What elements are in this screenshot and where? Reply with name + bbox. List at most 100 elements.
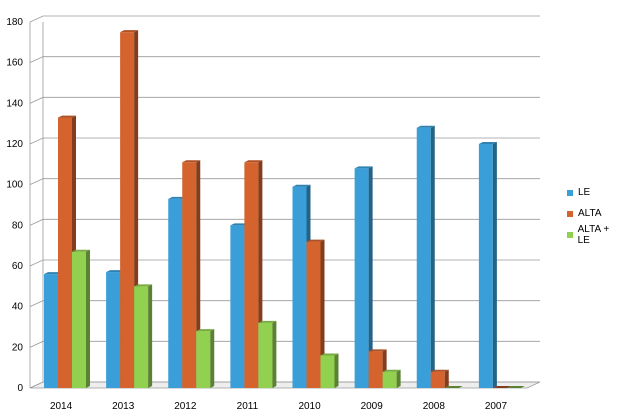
x-tick-label: 2010: [298, 401, 321, 412]
bar-front: [182, 162, 197, 388]
bar-top: [306, 239, 325, 242]
bar-side: [272, 320, 277, 388]
legend-swatch-alta: [567, 210, 573, 217]
legend-swatch-alta-le: [567, 231, 573, 238]
legend-item-alta-le: ALTA + LE: [567, 223, 621, 246]
bar-front: [106, 272, 121, 388]
bar-front: [168, 198, 183, 388]
y-tick-label: 80: [12, 220, 24, 231]
bar-top: [134, 284, 153, 287]
bar: [306, 239, 325, 388]
bar: [354, 166, 373, 388]
bar-top: [72, 249, 90, 252]
bar-top: [416, 125, 435, 128]
bar-side: [334, 353, 339, 388]
x-tick-label: 2012: [174, 401, 197, 412]
bar-top: [244, 160, 263, 163]
bar-side: [210, 329, 215, 388]
bar-front: [354, 168, 369, 388]
x-tick-label: 2014: [50, 401, 73, 412]
bar-top: [478, 142, 497, 144]
bar-front: [72, 251, 86, 388]
bar-top: [320, 353, 339, 356]
legend-label-alta-le: ALTA + LE: [577, 223, 610, 246]
gridline: [29, 15, 540, 23]
bar-top: [382, 369, 401, 372]
bar: [258, 320, 277, 388]
bar: [478, 142, 497, 388]
bar: [72, 249, 90, 388]
bar-front: [134, 286, 149, 388]
bar-top: [492, 386, 511, 388]
labels-layer: 0 20 40 60 80 100 120 140 160 180 2014 2013 2012 2011…: [6, 17, 507, 412]
bar-side: [492, 142, 497, 388]
bar-top: [292, 184, 311, 187]
bar-top: [354, 166, 373, 169]
y-tick-label: 0: [17, 383, 23, 394]
bar-front: [120, 32, 135, 389]
bar-front: [478, 144, 493, 388]
y-tick-label: 180: [6, 17, 23, 28]
bar-top: [444, 386, 463, 388]
bar-top: [430, 369, 449, 372]
bar: [134, 284, 153, 388]
y-tick-label: 60: [12, 261, 24, 272]
bar-front: [196, 331, 211, 388]
bar: [196, 329, 215, 388]
bar-side: [368, 166, 373, 388]
bar-side: [430, 125, 435, 388]
bar-side: [444, 369, 449, 388]
bar-top: [196, 329, 215, 332]
bar: [444, 386, 463, 388]
bar-front: [44, 274, 58, 388]
bar-top: [506, 386, 525, 388]
bar: [320, 353, 339, 388]
bar: [492, 386, 511, 388]
legend-swatch-le: [567, 189, 573, 196]
bar-top: [58, 115, 76, 118]
bar-top: [168, 196, 187, 199]
bar-top: [230, 223, 249, 226]
bars-layer: [44, 30, 525, 389]
x-tick-label: 2013: [112, 401, 135, 412]
bar-top: [258, 320, 277, 323]
x-tick-label: 2008: [423, 401, 446, 412]
bar-front: [258, 322, 273, 388]
x-tick-label: 2011: [237, 401, 259, 412]
legend-label-alta: ALTA: [578, 208, 602, 219]
y-tick-label: 20: [12, 342, 24, 353]
x-tick-label: 2007: [485, 401, 508, 412]
bar-top: [106, 270, 125, 273]
bar-top: [44, 272, 62, 275]
y-tick-label: 120: [6, 139, 23, 150]
bar-front: [368, 351, 383, 388]
y-tick-label: 140: [6, 98, 23, 109]
legend-item-le: LE: [567, 182, 621, 203]
y-tick-label: 160: [6, 58, 23, 69]
bar: [506, 386, 525, 388]
bar: [416, 125, 435, 388]
bar-top: [120, 30, 139, 33]
bar-side: [148, 284, 153, 388]
legend: LE ALTA ALTA + LE: [567, 182, 621, 246]
bar-front: [244, 162, 259, 388]
bar-front: [306, 241, 321, 388]
bar-top: [182, 160, 201, 163]
bar-side: [86, 249, 90, 388]
legend-label-le: LE: [578, 187, 591, 198]
bar-front: [416, 127, 431, 388]
bar-side: [320, 239, 325, 388]
y-tick-label: 100: [6, 180, 23, 191]
bar-front: [382, 371, 397, 388]
bar-side: [396, 369, 401, 388]
bar: [430, 369, 449, 388]
bar-front: [58, 117, 72, 389]
bar-front: [430, 371, 445, 388]
bar-front: [320, 355, 335, 388]
bar-front: [230, 225, 245, 388]
legend-item-alta: ALTA: [567, 203, 621, 224]
bar-top: [368, 349, 387, 352]
bar-front: [292, 186, 307, 388]
bar: [382, 369, 401, 388]
